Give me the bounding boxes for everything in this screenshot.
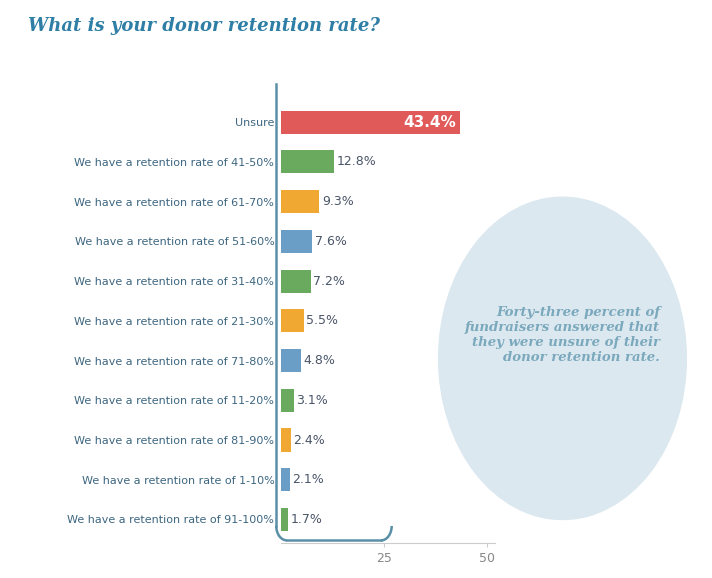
Bar xyxy=(281,190,320,213)
Bar xyxy=(281,428,291,451)
Text: What is your donor retention rate?: What is your donor retention rate? xyxy=(28,17,380,35)
Bar xyxy=(281,389,294,412)
Text: 43.4%: 43.4% xyxy=(404,114,456,129)
Bar xyxy=(281,269,311,292)
Text: 2.4%: 2.4% xyxy=(293,434,325,446)
Text: 7.6%: 7.6% xyxy=(315,235,347,248)
Text: 2.1%: 2.1% xyxy=(293,473,324,486)
Text: 12.8%: 12.8% xyxy=(336,155,376,168)
Bar xyxy=(281,508,288,531)
Text: Forty-three percent of
fundraisers answered that
they were unsure of their
donor: Forty-three percent of fundraisers answe… xyxy=(465,306,660,364)
Bar xyxy=(281,468,290,491)
Text: 3.1%: 3.1% xyxy=(296,394,328,407)
Bar xyxy=(281,150,334,173)
Text: 9.3%: 9.3% xyxy=(322,195,354,208)
Bar xyxy=(281,309,304,332)
Bar xyxy=(281,349,301,372)
Bar xyxy=(281,110,459,134)
Text: 1.7%: 1.7% xyxy=(290,513,323,526)
Text: 5.5%: 5.5% xyxy=(306,314,338,327)
Text: 7.2%: 7.2% xyxy=(313,275,345,287)
Bar xyxy=(281,230,313,253)
Text: 4.8%: 4.8% xyxy=(303,354,335,367)
